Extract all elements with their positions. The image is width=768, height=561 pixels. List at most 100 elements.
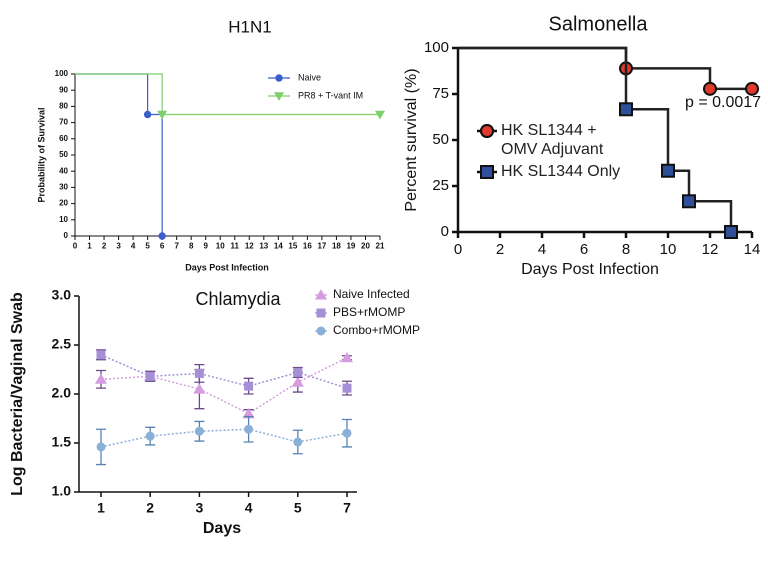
marker bbox=[682, 194, 696, 209]
x-tick-label: 21 bbox=[376, 242, 385, 251]
x-tick-label: 9 bbox=[203, 242, 208, 251]
x-tick-label: 6 bbox=[580, 241, 588, 258]
x-tick-label: 19 bbox=[346, 242, 355, 251]
marker bbox=[145, 431, 155, 441]
x-tick-label: 1 bbox=[87, 242, 92, 251]
x-tick-label: 7 bbox=[174, 242, 179, 251]
legend-label: Naive Infected bbox=[333, 287, 410, 301]
legend-label: Combo+rMOMP bbox=[333, 323, 420, 337]
y-tick-label: 100 bbox=[424, 39, 449, 56]
y-tick-label: 75 bbox=[432, 85, 449, 102]
marker bbox=[703, 81, 717, 96]
marker bbox=[619, 102, 633, 117]
legend-label: PBS+rMOMP bbox=[333, 305, 405, 319]
series-line bbox=[100, 354, 348, 389]
marker bbox=[194, 368, 204, 378]
marker bbox=[273, 92, 285, 101]
marker bbox=[275, 74, 283, 82]
series-line bbox=[100, 428, 348, 448]
marker bbox=[293, 437, 303, 447]
y-tick-label: 100 bbox=[55, 69, 69, 78]
y-tick-label: 3.0 bbox=[52, 287, 72, 303]
marker bbox=[293, 367, 303, 377]
survival-line bbox=[75, 73, 380, 116]
x-axis-label: Days Post Infection bbox=[521, 261, 659, 278]
x-tick-label: 2 bbox=[102, 242, 107, 251]
y-tick-label: 0 bbox=[64, 231, 69, 240]
legend-label: HK SL1344 + OMV Adjuvant bbox=[501, 122, 604, 158]
x-tick-label: 0 bbox=[73, 242, 78, 251]
y-tick-label: 0 bbox=[441, 223, 449, 240]
x-tick-label: 3 bbox=[196, 500, 204, 516]
x-tick-label: 8 bbox=[622, 241, 630, 258]
marker bbox=[291, 376, 304, 387]
marker bbox=[316, 326, 326, 336]
x-tick-label: 15 bbox=[288, 242, 297, 251]
marker bbox=[158, 232, 166, 240]
marker bbox=[342, 383, 352, 393]
survival-line bbox=[75, 73, 163, 236]
x-tick-label: 13 bbox=[259, 242, 268, 251]
x-tick-label: 16 bbox=[303, 242, 312, 251]
y-tick-label: 2.5 bbox=[52, 336, 72, 352]
legend-label: PR8 + T-vant IM bbox=[298, 90, 363, 100]
x-tick-label: 10 bbox=[216, 242, 225, 251]
chart-title: Chlamydia bbox=[195, 289, 281, 309]
marker bbox=[244, 424, 254, 434]
x-tick-label: 4 bbox=[131, 242, 136, 251]
x-tick-label: 8 bbox=[189, 242, 194, 251]
marker bbox=[661, 163, 675, 178]
marker bbox=[316, 308, 326, 318]
series-line bbox=[100, 357, 348, 415]
marker bbox=[96, 350, 106, 360]
y-tick-label: 90 bbox=[59, 85, 68, 94]
x-tick-label: 4 bbox=[538, 241, 546, 258]
legend-label: HK SL1344 Only bbox=[501, 163, 621, 180]
marker bbox=[340, 351, 354, 363]
marker bbox=[745, 81, 759, 96]
marker bbox=[194, 426, 204, 436]
x-tick-label: 4 bbox=[245, 500, 253, 516]
marker bbox=[143, 110, 152, 119]
y-tick-label: 1.5 bbox=[52, 434, 72, 450]
y-tick-label: 2.0 bbox=[52, 385, 72, 401]
marker bbox=[94, 373, 108, 384]
y-tick-label: 25 bbox=[432, 177, 449, 194]
y-tick-label: 40 bbox=[59, 166, 68, 175]
x-axis-label: Days bbox=[203, 520, 241, 537]
legend-box: HK SL1344 + OMV Adjuvant bbox=[501, 122, 604, 158]
y-tick-label: 50 bbox=[59, 150, 68, 159]
x-tick-label: 18 bbox=[332, 242, 341, 251]
y-tick-label: 50 bbox=[432, 131, 449, 148]
x-tick-label: 12 bbox=[702, 241, 719, 258]
y-tick-label: 1.0 bbox=[52, 483, 72, 499]
x-tick-label: 10 bbox=[660, 241, 677, 258]
y-tick-label: 10 bbox=[59, 215, 68, 224]
x-tick-label: 14 bbox=[274, 242, 283, 251]
legend-label: Naive bbox=[298, 72, 321, 82]
y-tick-label: 30 bbox=[59, 183, 68, 192]
y-axis-label: Percent survival (%) bbox=[403, 68, 420, 211]
marker bbox=[724, 225, 738, 239]
x-tick-label: 2 bbox=[146, 500, 154, 516]
x-tick-label: 12 bbox=[245, 242, 254, 251]
chart-title: Salmonella bbox=[549, 13, 649, 35]
marker bbox=[342, 428, 352, 438]
x-tick-label: 20 bbox=[361, 242, 370, 251]
x-tick-label: 7 bbox=[343, 500, 351, 516]
x-tick-label: 5 bbox=[294, 500, 302, 516]
marker bbox=[244, 381, 254, 391]
marker bbox=[480, 165, 494, 179]
y-tick-label: 60 bbox=[59, 134, 68, 143]
x-tick-label: 14 bbox=[744, 241, 761, 258]
marker bbox=[374, 110, 386, 120]
x-tick-label: 5 bbox=[145, 242, 150, 251]
x-tick-label: 3 bbox=[116, 242, 121, 251]
x-tick-label: 11 bbox=[231, 242, 240, 251]
annotation: p = 0.0017 bbox=[685, 94, 761, 111]
marker bbox=[145, 371, 155, 381]
x-axis-label: Days Post Infection bbox=[185, 262, 269, 272]
y-tick-label: 70 bbox=[59, 118, 68, 127]
chart-title: H1N1 bbox=[228, 17, 271, 36]
